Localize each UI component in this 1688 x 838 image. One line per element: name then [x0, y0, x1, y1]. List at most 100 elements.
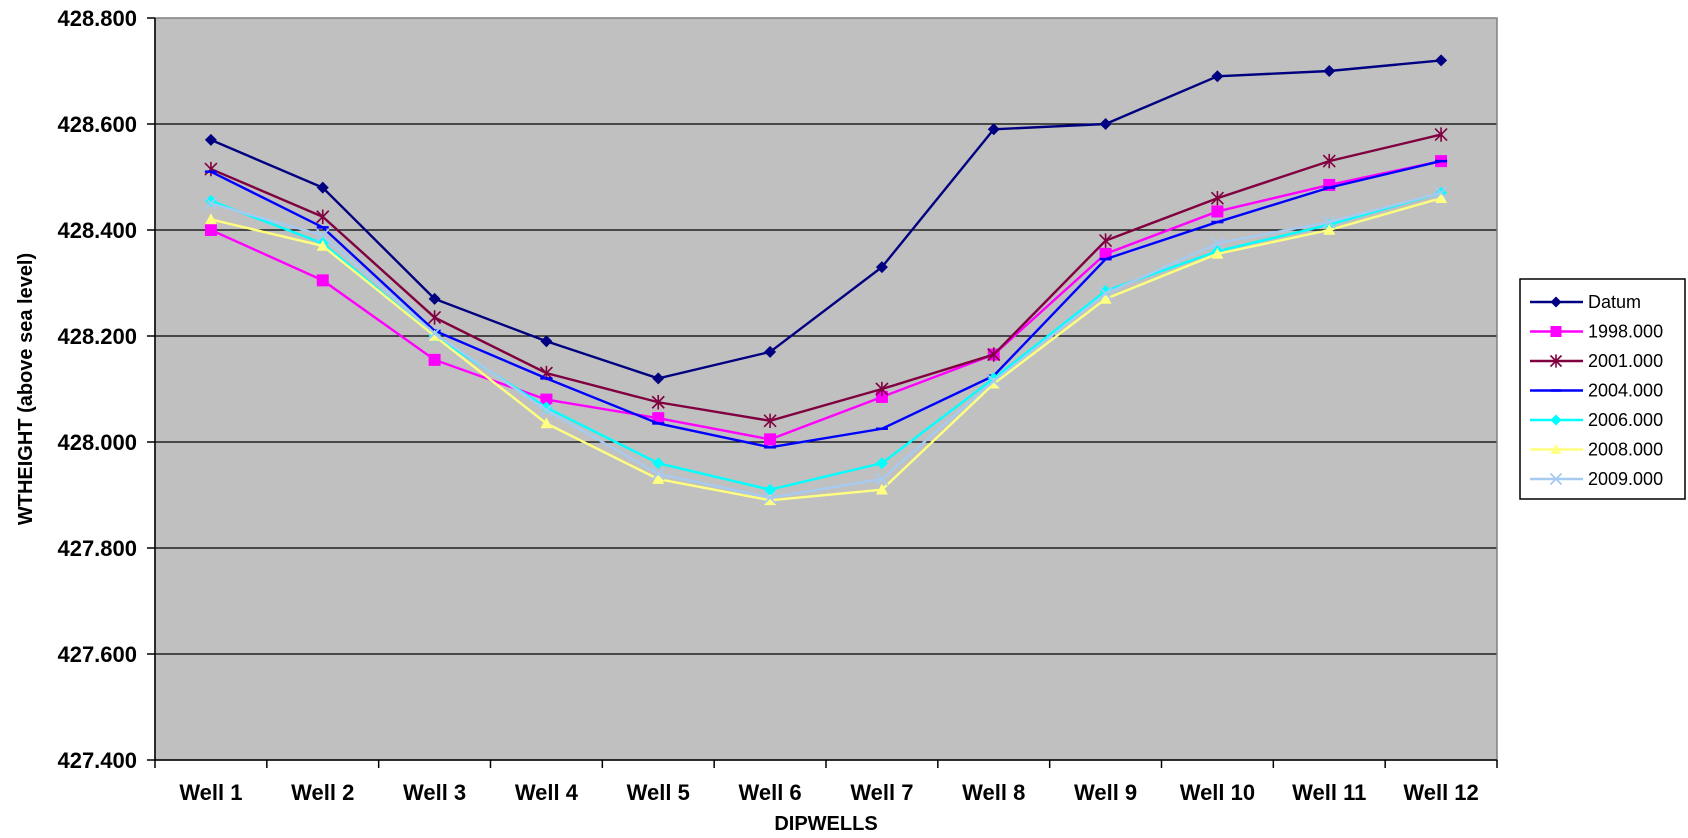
- x-tick-label: Well 8: [962, 780, 1025, 805]
- data-point: [652, 372, 665, 385]
- series-group: [204, 54, 1448, 506]
- data-point: [764, 483, 777, 496]
- legend-item: 2006.000: [1530, 410, 1663, 430]
- x-tick-label: Well 9: [1074, 780, 1137, 805]
- data-point: [875, 483, 888, 495]
- y-tick-label: 428.400: [57, 218, 137, 243]
- data-point: [764, 345, 777, 358]
- data-point: [204, 213, 217, 225]
- data-point: [1099, 284, 1112, 297]
- data-point: [539, 403, 554, 417]
- data-point: [540, 393, 553, 406]
- data-point: [316, 228, 330, 242]
- legend-label: Datum: [1588, 292, 1641, 312]
- y-axis-title: WTHEIGHT (above sea level): [15, 253, 37, 525]
- legend-marker: [1550, 326, 1562, 337]
- data-point: [428, 353, 441, 366]
- x-tick-label: Well 5: [627, 780, 690, 805]
- series-0: [204, 54, 1448, 385]
- grid-lines: [155, 123, 1497, 655]
- data-point: [316, 274, 329, 287]
- x-ticks: Well 1 Well 2 Well 3 Well 4 Well 5 Well 6 Well…: [154, 760, 1498, 805]
- series-line: [210, 159, 1442, 441]
- data-point: [652, 457, 665, 470]
- legend-label: 1998.000: [1588, 322, 1663, 342]
- data-point: [875, 457, 888, 470]
- x-tick-label: Well 11: [1292, 780, 1366, 805]
- data-point: [763, 491, 777, 505]
- legend-label: 2006.000: [1588, 410, 1663, 430]
- data-point: [1323, 224, 1336, 235]
- legend-marker: [1550, 444, 1562, 454]
- legend-marker: [1549, 472, 1563, 486]
- y-tick-label: 428.200: [57, 324, 137, 349]
- data-point: [1323, 65, 1336, 77]
- x-tick-label: Well 4: [515, 780, 579, 805]
- data-point: [763, 413, 777, 428]
- data-point: [875, 472, 889, 486]
- data-point: [1435, 192, 1448, 203]
- x-tick-label: Well 1: [179, 780, 242, 805]
- series-line: [210, 191, 1442, 499]
- data-point: [875, 381, 889, 397]
- legend-marker: [1549, 354, 1563, 368]
- legend-marker: [1550, 414, 1562, 426]
- series-line: [210, 197, 1442, 502]
- data-point: [428, 310, 442, 325]
- series-line: [210, 59, 1442, 380]
- data-point: [204, 224, 217, 236]
- data-point: [427, 326, 442, 340]
- series-3: [204, 159, 1448, 449]
- x-tick-label: Well 7: [850, 780, 913, 805]
- data-point: [1322, 153, 1336, 169]
- legend-box: [1519, 278, 1686, 500]
- legend-item: 2001.000: [1530, 351, 1663, 371]
- data-point: [875, 390, 888, 403]
- data-point: [1099, 233, 1113, 248]
- y-tick-label: 428.800: [57, 6, 137, 31]
- data-point: [1098, 286, 1113, 301]
- legend-marker: [1550, 296, 1562, 308]
- legend-label: 2009.000: [1588, 469, 1663, 489]
- data-point: [875, 261, 888, 274]
- y-tick-label: 428.000: [57, 430, 137, 455]
- legend-label: 2008.000: [1588, 440, 1663, 460]
- legend-item: 1998.000: [1530, 322, 1663, 342]
- data-point: [428, 330, 441, 341]
- data-point: [1322, 215, 1336, 229]
- data-point: [1210, 191, 1224, 206]
- legend-label: 2004.000: [1588, 381, 1663, 401]
- x-tick-label: Well 6: [738, 780, 801, 805]
- y-tick-label: 428.600: [57, 112, 137, 137]
- x-tick-label: Well 10: [1180, 780, 1255, 805]
- series-line: [210, 133, 1442, 423]
- data-point: [764, 494, 777, 506]
- data-point: [1435, 54, 1448, 67]
- data-point: [204, 133, 217, 146]
- x-tick-label: Well 12: [1403, 780, 1478, 805]
- data-point: [1210, 236, 1225, 250]
- x-axis-title: DIPWELLS: [774, 813, 877, 833]
- data-point: [1211, 70, 1224, 83]
- series-6: [204, 186, 1448, 505]
- data-point: [1211, 247, 1224, 259]
- legend-item: 2008.000: [1530, 440, 1663, 460]
- data-point: [987, 347, 1001, 362]
- legend: Datum 1998.000 2001.000 2004.000 2006.000 200…: [1519, 278, 1686, 500]
- data-point: [428, 292, 441, 305]
- data-point: [651, 395, 665, 410]
- legend-item: Datum: [1530, 292, 1641, 312]
- y-tick-label: 427.800: [57, 536, 137, 561]
- y-ticks: 427.400 427.600 427.800 428.000 428.200 428.4…: [57, 6, 155, 773]
- data-point: [764, 433, 777, 446]
- data-point: [1434, 127, 1448, 142]
- data-point: [540, 417, 553, 429]
- x-tick-label: Well 2: [291, 780, 354, 805]
- data-point: [316, 239, 329, 251]
- data-point: [987, 374, 1001, 388]
- legend-item: 2009.000: [1530, 469, 1663, 489]
- data-point: [652, 473, 665, 484]
- series-line: [210, 159, 1442, 449]
- series-5: [204, 192, 1448, 506]
